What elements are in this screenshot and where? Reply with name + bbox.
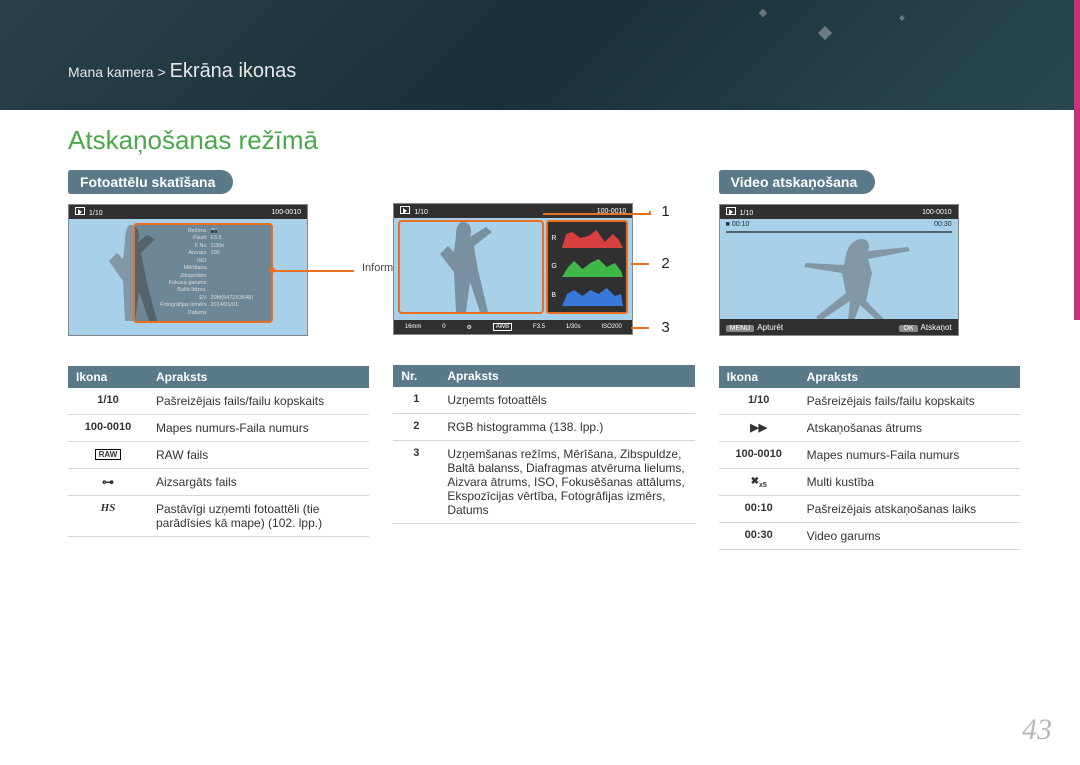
playback-icon	[400, 206, 410, 214]
marker-2: 2	[661, 255, 669, 272]
histogram-panel: R G B	[546, 220, 628, 314]
marker-3: 3	[661, 319, 669, 336]
table-video-icons: Ikona Apraksts 1/10Pašreizējais fails/fa…	[719, 366, 1020, 550]
table-photo-icons: Ikona Apraksts 1/10Pašreizējais fails/fa…	[68, 366, 369, 537]
breadcrumb-main: Ekrāna ikonas	[170, 60, 297, 82]
column-video: Video atskaņošana 1/10 100-0010 ■ 00:10 …	[719, 170, 1020, 550]
person-silhouette	[418, 218, 518, 312]
side-stripe	[1074, 0, 1080, 320]
header-gradient	[0, 0, 1080, 110]
playback-icon	[726, 207, 736, 215]
breadcrumb: Mana kamera > Ekrāna ikonas	[68, 60, 296, 83]
section-label-video: Video atskaņošana	[719, 170, 876, 194]
burst-icon: HS	[101, 502, 116, 514]
video-bottom-bar: MENUApturēt OKAtskaņot	[720, 319, 958, 335]
page-number: 43	[1022, 713, 1052, 747]
marker-1: 1	[661, 203, 669, 220]
ok-pill: OK	[899, 325, 917, 332]
speed-icon: ▶▶	[750, 422, 767, 434]
info-strip: 16mm 0 ⚙ AWB F3.5 1/30s ISO200	[394, 320, 632, 334]
lock-icon: ⊶	[102, 475, 114, 489]
column-photo-view: Fotoattēlu skatīšana 1/10 100-0010 Režīm…	[68, 170, 369, 550]
column-histogram: 1/10 100-0010 R G B 16mm 0	[393, 170, 694, 550]
table-histogram: Nr. Apraksts 1Uzņemts fotoattēls 2RGB hi…	[393, 365, 694, 524]
breadcrumb-prefix: Mana kamera >	[68, 64, 166, 80]
section-label-photos: Fotoattēlu skatīšana	[68, 170, 233, 194]
menu-pill: MENU	[726, 325, 755, 332]
page-title: Atskaņošanas režīmā	[68, 125, 318, 156]
video-screenshot: 1/10 100-0010 ■ 00:10 00:30 MENUApturēt …	[719, 204, 959, 336]
raw-icon: RAW	[95, 449, 122, 460]
playback-icon	[75, 207, 85, 215]
ballerina-silhouette	[790, 233, 940, 323]
multimotion-icon: ✖x5	[751, 476, 767, 487]
histogram-screenshot: 1/10 100-0010 R G B 16mm 0	[393, 203, 633, 335]
